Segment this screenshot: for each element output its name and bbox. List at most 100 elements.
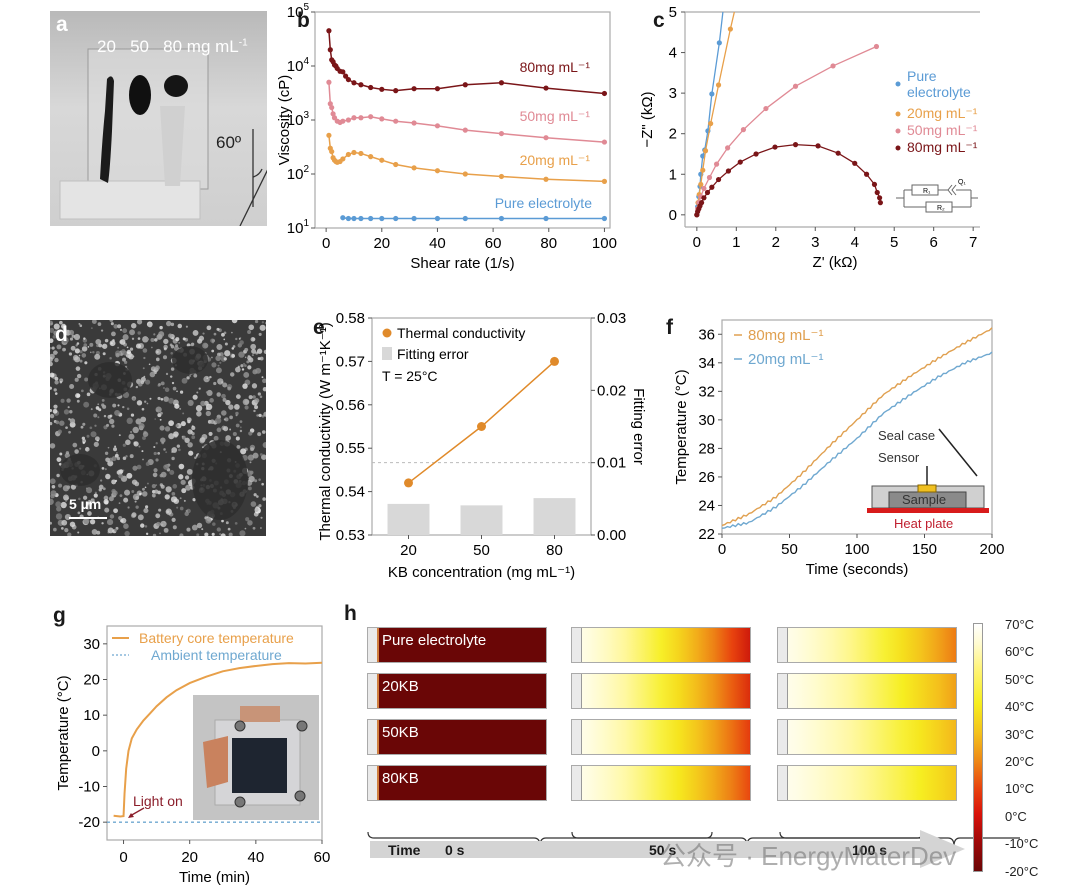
sem-particle (94, 353, 101, 360)
x-tick-label: 6 (930, 234, 938, 251)
sem-particle (87, 346, 90, 348)
sem-particle (135, 385, 138, 389)
sem-particle (144, 525, 148, 528)
sem-particle (111, 424, 115, 428)
sem-particle (155, 513, 161, 519)
sem-particle (50, 498, 54, 505)
y-tick-label: 4 (669, 45, 677, 62)
sem-particle (157, 396, 161, 401)
sem-particle (75, 366, 81, 371)
sem-particle (114, 445, 117, 448)
sem-particle (170, 345, 175, 349)
sem-particle (219, 361, 222, 364)
sem-particle (173, 431, 179, 437)
sem-particle (168, 433, 175, 440)
legend-marker (895, 81, 901, 87)
sem-particle (168, 397, 174, 404)
colorbar-tick-label: 50°C (1005, 671, 1035, 687)
data-point (340, 69, 346, 75)
sem-particle (257, 392, 261, 396)
sem-particle (192, 498, 196, 502)
sem-particle (50, 386, 52, 390)
sem-particle (89, 342, 94, 347)
sem-particle (77, 531, 80, 534)
sem-particle (196, 411, 202, 417)
sem-particle (206, 377, 209, 379)
sem-particle (60, 501, 67, 509)
sem-particle (109, 356, 112, 360)
data-point (358, 115, 364, 121)
sem-particle (128, 353, 134, 360)
sem-particle (168, 333, 173, 338)
sem-particle (67, 532, 72, 536)
data-point (368, 215, 374, 222)
sem-particle (204, 532, 209, 536)
sem-particle (86, 501, 90, 505)
sem-particle (83, 401, 90, 408)
sem-particle (165, 451, 168, 454)
sem-particle (142, 367, 145, 370)
x-tick-label: 200 (979, 541, 1004, 558)
copper-foil (240, 706, 280, 722)
data-point (601, 139, 608, 145)
sem-particle (140, 376, 146, 382)
sem-particle (53, 404, 58, 409)
data-point (351, 149, 357, 156)
sem-particle (245, 517, 250, 522)
sem-particle (165, 372, 169, 376)
sem-particle (73, 333, 81, 341)
sem-particle (124, 360, 128, 364)
y-tick-label: 5 (669, 4, 677, 21)
x-tick-label: 1 (732, 234, 740, 251)
sem-particle (171, 447, 178, 453)
legend-label: Battery core temperature (139, 630, 294, 646)
sem-particle (190, 343, 194, 347)
sem-particle (141, 450, 144, 453)
sem-particle (192, 330, 199, 336)
data-point (326, 79, 332, 85)
x-axis-label: Z' (kΩ) (813, 254, 858, 271)
sem-particle (178, 463, 185, 470)
legend-label: Pure (907, 68, 937, 84)
sem-particle (97, 416, 100, 419)
sem-particle (93, 493, 98, 498)
heatmap-cell (777, 627, 957, 663)
sem-particle (221, 410, 227, 416)
sem-particle (123, 523, 129, 529)
sem-particle (118, 473, 124, 479)
sem-particle (179, 497, 182, 500)
panel-label-h: h (344, 602, 357, 625)
sem-particle (101, 522, 104, 525)
sem-particle (171, 456, 175, 461)
sem-particle (236, 444, 241, 449)
y-tick-label: 10 (83, 707, 100, 724)
sem-particle (129, 454, 134, 459)
y-tick-label: 102 (287, 164, 310, 183)
sem-particle (142, 436, 146, 440)
heatmap-cell: 50KB (367, 719, 547, 755)
sem-particle (166, 320, 172, 327)
sem-particle (240, 448, 247, 455)
sem-particle (160, 411, 163, 415)
data-point (393, 161, 399, 168)
data-point (343, 73, 349, 79)
sem-particle (176, 444, 181, 448)
sem-particle (64, 527, 69, 533)
sem-particle (205, 391, 208, 394)
sem-particle (164, 387, 170, 393)
series-annotation: Pure electrolyte (495, 195, 592, 211)
sem-particle (175, 337, 180, 342)
y2-tick-label: 0.01 (597, 455, 626, 472)
sem-particle (252, 452, 259, 459)
sem-particle (180, 479, 186, 485)
sem-particle (187, 399, 194, 406)
sem-particle (81, 346, 88, 352)
y-axis-label: Viscosity (cP) (276, 75, 293, 166)
sem-particle (162, 355, 168, 360)
sem-particle (215, 355, 221, 362)
legend-label-conductivity: Thermal conductivity (397, 325, 525, 341)
sem-particle (216, 392, 221, 397)
sem-particle (246, 360, 250, 364)
sem-particle (142, 487, 145, 491)
